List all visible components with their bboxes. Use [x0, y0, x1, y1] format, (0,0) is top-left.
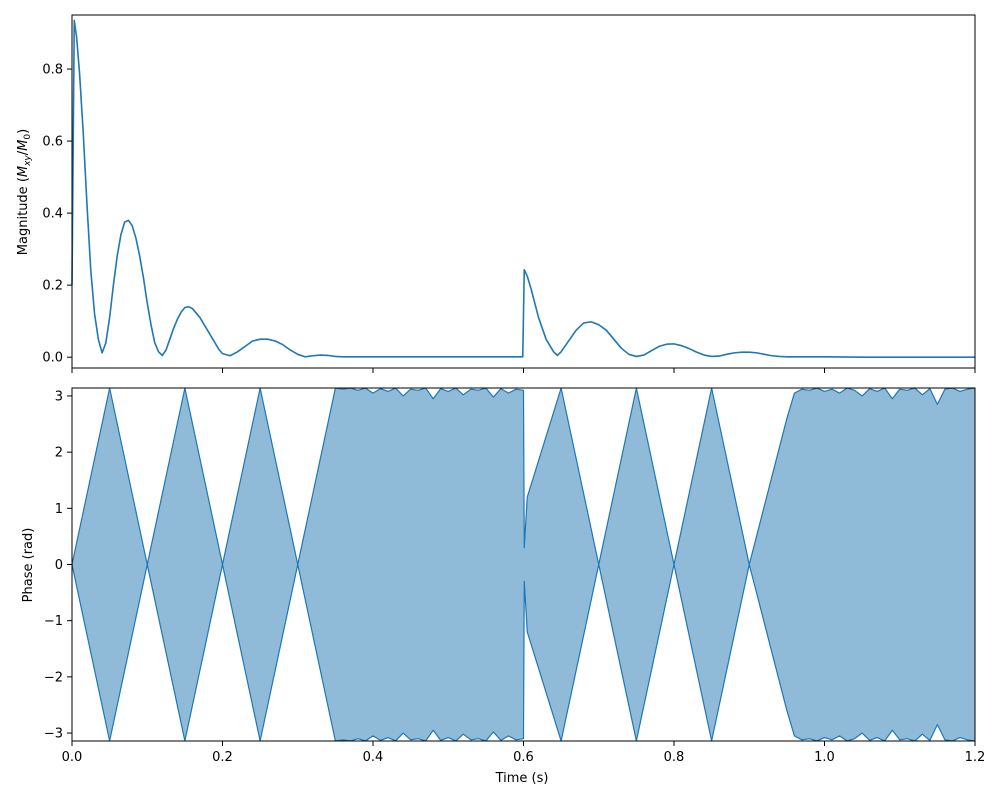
phase-panel: 0.0 0.2 0.4 0.6 0.8 1.0 1.2 −3 −2 −1 0 1 2 3 Phase (…	[21, 387, 986, 786]
phase-x-tick-label: 1.2	[965, 750, 986, 765]
phase-y-tick-label: −2	[44, 670, 63, 685]
magnitude-y-tick-label: 0.0	[42, 351, 63, 366]
phase-y-tick-label: 2	[55, 446, 63, 461]
magnitude-ylabel-suffix: )	[16, 129, 31, 134]
phase-y-ticks: −3 −2 −1 0 1 2 3	[44, 389, 72, 742]
magnitude-ylabel-m1: M	[16, 166, 31, 177]
phase-x-tick-label: 0.8	[664, 750, 685, 765]
phase-x-tick-label: 0.2	[212, 750, 233, 765]
magnitude-y-axis-label: Magnitude (Mxy/M0)	[16, 129, 33, 255]
magnitude-ylabel-sub1: xy	[23, 155, 33, 167]
phase-x-tick-label: 0.0	[62, 750, 83, 765]
phase-y-tick-label: 1	[55, 502, 63, 517]
phase-y-tick-label: −1	[44, 614, 63, 629]
magnitude-y-tick-label: 0.2	[42, 279, 63, 294]
magnitude-y-tick-label: 0.4	[42, 207, 63, 222]
magnitude-y-tick-label: 0.6	[42, 135, 63, 150]
phase-x-tick-label: 0.4	[363, 750, 384, 765]
phase-y-tick-label: 0	[55, 558, 63, 573]
phase-fill-area	[72, 388, 975, 741]
magnitude-panel: 0.00.20.40.60.8 Magnitude (Mxy/M0)	[16, 14, 976, 373]
magnitude-ylabel-slash: /	[16, 150, 31, 155]
magnitude-line	[71, 19, 975, 358]
magnitude-y-tick-label: 0.8	[42, 63, 63, 78]
magnitude-ylabel-m2: M	[16, 140, 31, 151]
magnitude-series-layer	[71, 19, 975, 358]
phase-y-tick-label: 3	[55, 389, 63, 404]
phase-y-tick-label: −3	[44, 727, 63, 742]
phase-x-axis-label: Time (s)	[495, 771, 549, 786]
phase-x-ticks: 0.0 0.2 0.4 0.6 0.8 1.0 1.2	[62, 741, 986, 765]
magnitude-y-ticks: 0.0 0.2 0.4 0.6 0.8	[42, 63, 72, 366]
magnitude-ylabel-sub2: 0	[23, 134, 33, 140]
phase-x-tick-label: 0.6	[513, 750, 534, 765]
phase-y-axis-label: Phase (rad)	[21, 528, 36, 603]
magnitude-x-ticks	[71, 368, 976, 373]
magnitude-ylabel-prefix: Magnitude (	[16, 177, 31, 255]
phase-x-tick-label: 1.0	[814, 750, 835, 765]
